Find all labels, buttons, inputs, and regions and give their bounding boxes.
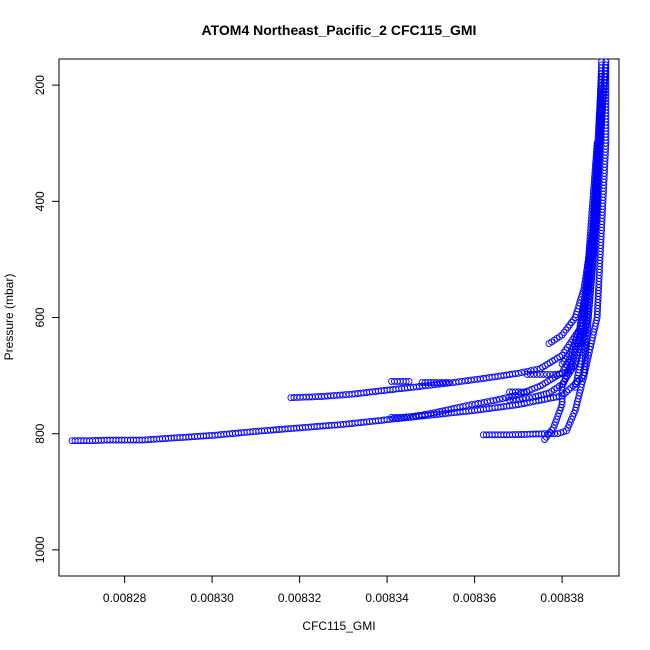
data-point — [602, 61, 610, 69]
data-points — [68, 58, 610, 445]
data-point — [547, 430, 555, 438]
data-point — [573, 331, 581, 339]
data-point — [569, 412, 577, 420]
data-point — [523, 388, 531, 396]
data-point — [444, 379, 452, 387]
x-tick-label: 0.00830 — [190, 591, 234, 605]
plot-frame — [58, 58, 620, 577]
data-point — [570, 340, 578, 348]
data-point — [543, 370, 551, 378]
data-point — [549, 424, 557, 432]
data-point — [561, 375, 569, 382]
y-tick-label: 1000 — [33, 536, 47, 563]
data-point — [569, 343, 577, 350]
data-point — [536, 370, 544, 378]
data-point — [554, 430, 562, 438]
x-tick-label: 0.00828 — [103, 591, 147, 605]
data-point — [544, 431, 552, 439]
data-point — [563, 388, 570, 396]
data-point — [540, 390, 548, 398]
y-tick-label: 600 — [33, 307, 47, 327]
data-point — [562, 355, 570, 363]
data-point — [560, 358, 568, 366]
data-point — [560, 428, 568, 436]
data-point — [442, 379, 449, 387]
x-tick-label: 0.00834 — [365, 591, 409, 605]
data-point — [520, 388, 528, 396]
data-point — [405, 377, 413, 385]
chart-title: ATOM4 Northeast_Pacific_2 CFC115_GMI — [202, 22, 477, 38]
data-point — [567, 384, 575, 392]
data-point — [602, 58, 610, 66]
x-tick-label: 0.00832 — [278, 591, 322, 605]
data-point — [532, 393, 540, 400]
data-point — [525, 394, 533, 402]
data-point — [565, 351, 573, 359]
data-point — [512, 395, 520, 403]
data-point — [496, 395, 504, 403]
data-point — [563, 353, 571, 361]
data-point — [405, 413, 413, 421]
y-axis-title: Pressure (mbar) — [2, 274, 16, 361]
data-point — [552, 418, 560, 426]
data-point — [558, 383, 566, 391]
data-point — [548, 426, 556, 434]
data-point — [516, 395, 523, 403]
data-point — [551, 421, 558, 429]
data-point — [514, 369, 522, 377]
data-point — [506, 396, 514, 404]
data-point — [546, 429, 554, 436]
data-point — [553, 415, 561, 423]
data-point — [567, 360, 575, 368]
data-point — [489, 397, 497, 405]
data-point — [568, 345, 576, 353]
data-point — [519, 395, 527, 403]
data-point — [540, 370, 547, 378]
data-point — [565, 386, 573, 394]
data-point — [566, 363, 574, 371]
y-tick-label: 200 — [33, 75, 47, 95]
data-point — [556, 406, 564, 414]
y-tick-label: 800 — [33, 423, 47, 443]
data-point — [402, 377, 410, 385]
data-point — [572, 334, 580, 342]
plot-area — [58, 58, 620, 577]
data-point — [509, 396, 517, 404]
data-point — [567, 348, 575, 356]
data-point — [571, 337, 579, 345]
data-point — [564, 369, 572, 377]
data-point — [560, 377, 568, 385]
x-tick-label: 0.00838 — [540, 591, 584, 605]
data-point — [408, 412, 416, 420]
y-tick-label: 400 — [33, 191, 47, 211]
data-point — [559, 380, 567, 388]
data-point — [521, 368, 529, 376]
x-axis-title: CFC115_GMI — [302, 619, 375, 633]
data-point — [522, 394, 530, 402]
data-point — [541, 436, 549, 443]
data-point — [533, 370, 541, 378]
x-axis: 0.00828 0.00830 0.00832 0.00834 0.00836 0.008… — [103, 576, 584, 605]
y-axis: 200 400 600 800 1000 — [33, 75, 59, 563]
data-point — [499, 395, 507, 402]
data-point — [555, 409, 563, 417]
data-point — [526, 370, 534, 378]
data-point — [502, 394, 510, 402]
data-point — [565, 366, 573, 374]
data-point — [493, 396, 500, 404]
data-point — [530, 370, 538, 378]
data-point — [554, 412, 562, 420]
data-point — [563, 372, 570, 380]
data-point — [412, 412, 420, 420]
data-point — [523, 370, 531, 378]
x-tick-label: 0.00836 — [453, 591, 497, 605]
